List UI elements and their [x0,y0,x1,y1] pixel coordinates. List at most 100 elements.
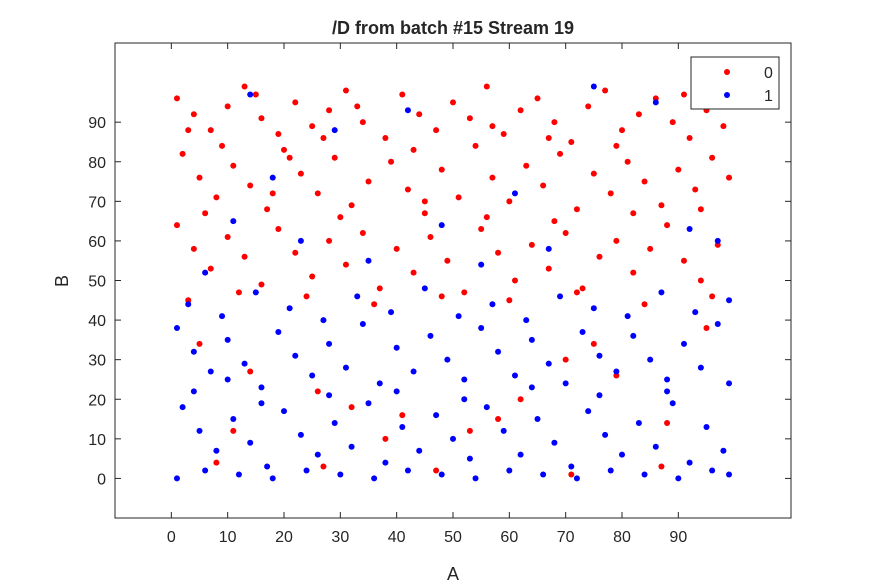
data-point-class-1 [348,443,355,450]
data-point-class-0 [404,186,411,193]
x-tick-label: 80 [613,529,631,546]
data-point-class-1 [427,332,434,339]
data-point-class-0 [258,281,265,288]
data-point-class-1 [202,467,209,474]
data-point-class-1 [173,475,180,482]
data-point-class-1 [568,463,575,470]
data-point-class-0 [472,142,479,149]
data-point-class-0 [489,174,496,181]
data-point-class-0 [275,226,282,233]
data-point-class-1 [455,313,462,320]
data-point-class-0 [371,301,378,308]
points-layer [173,83,733,482]
data-point-class-0 [613,237,620,244]
y-tick-label: 90 [88,115,106,132]
data-point-class-0 [607,190,614,197]
data-point-class-0 [461,289,468,296]
data-point-class-1 [190,348,197,355]
data-point-class-0 [303,293,310,300]
data-point-class-1 [658,289,665,296]
data-point-class-0 [495,416,502,423]
data-point-class-0 [551,218,558,225]
data-point-class-0 [483,214,490,221]
data-point-class-1 [613,368,620,375]
data-point-class-0 [697,206,704,213]
data-point-class-1 [404,467,411,474]
data-point-class-0 [647,245,654,252]
data-point-class-0 [410,146,417,153]
x-tick-label: 90 [669,529,687,546]
data-point-class-1 [720,447,727,454]
data-point-class-1 [247,91,254,98]
data-point-class-1 [528,336,535,343]
data-point-class-0 [573,206,580,213]
data-point-class-1 [714,237,721,244]
data-point-class-0 [382,135,389,141]
data-point-class-0 [557,150,564,157]
data-point-class-0 [258,115,265,122]
data-point-class-1 [624,313,631,320]
data-point-class-1 [252,289,259,296]
data-point-class-0 [433,467,440,474]
data-point-class-0 [511,277,518,284]
data-point-class-1 [190,388,197,395]
data-point-class-0 [326,107,333,114]
data-point-class-1 [331,420,338,426]
data-point-class-1 [264,463,271,470]
x-tick-label: 10 [219,529,237,546]
data-point-class-1 [371,475,378,482]
data-point-class-1 [647,356,654,363]
data-point-class-1 [652,99,659,106]
data-point-class-0 [365,178,372,185]
data-point-class-1 [602,431,609,438]
data-point-class-0 [247,368,254,375]
data-point-class-1 [495,348,502,355]
data-point-class-0 [207,265,214,272]
data-point-class-1 [309,372,316,379]
data-point-class-1 [534,416,541,423]
data-point-class-0 [590,340,597,347]
data-point-class-0 [545,135,552,141]
data-point-class-1 [173,325,180,331]
data-point-class-1 [230,416,237,423]
data-point-class-1 [680,340,687,347]
data-point-class-1 [675,475,682,482]
x-tick-label: 70 [557,529,575,546]
data-point-class-0 [517,396,524,403]
data-point-class-0 [173,222,180,229]
data-point-class-1 [258,400,265,407]
data-point-class-1 [483,404,490,411]
y-tick-label: 40 [88,313,106,330]
data-point-class-0 [709,293,716,300]
data-point-class-1 [664,376,671,383]
data-point-class-0 [534,95,541,102]
data-point-class-1 [230,218,237,225]
data-point-class-0 [190,245,197,252]
data-point-class-1 [523,317,530,324]
data-point-class-0 [568,138,575,145]
y-tick-label: 20 [88,392,106,409]
data-point-class-0 [590,170,597,177]
data-point-class-1 [337,471,344,478]
data-point-class-1 [641,471,648,478]
data-point-class-0 [326,237,333,244]
data-point-class-0 [669,119,676,126]
data-point-class-0 [376,285,383,292]
data-point-class-1 [714,321,721,328]
data-point-class-1 [365,257,372,264]
data-point-class-0 [342,261,349,268]
legend-marker-1 [724,92,730,98]
data-point-class-1 [320,317,327,324]
data-point-class-0 [506,297,513,304]
data-point-class-1 [213,447,220,454]
data-point-class-1 [433,412,440,419]
data-point-class-1 [726,380,733,387]
data-point-class-0 [675,166,682,173]
data-point-class-1 [359,321,366,328]
data-point-class-0 [275,131,282,138]
data-point-class-1 [545,245,552,252]
data-point-class-0 [528,241,535,248]
data-point-class-0 [421,210,428,217]
data-point-class-0 [478,226,485,233]
